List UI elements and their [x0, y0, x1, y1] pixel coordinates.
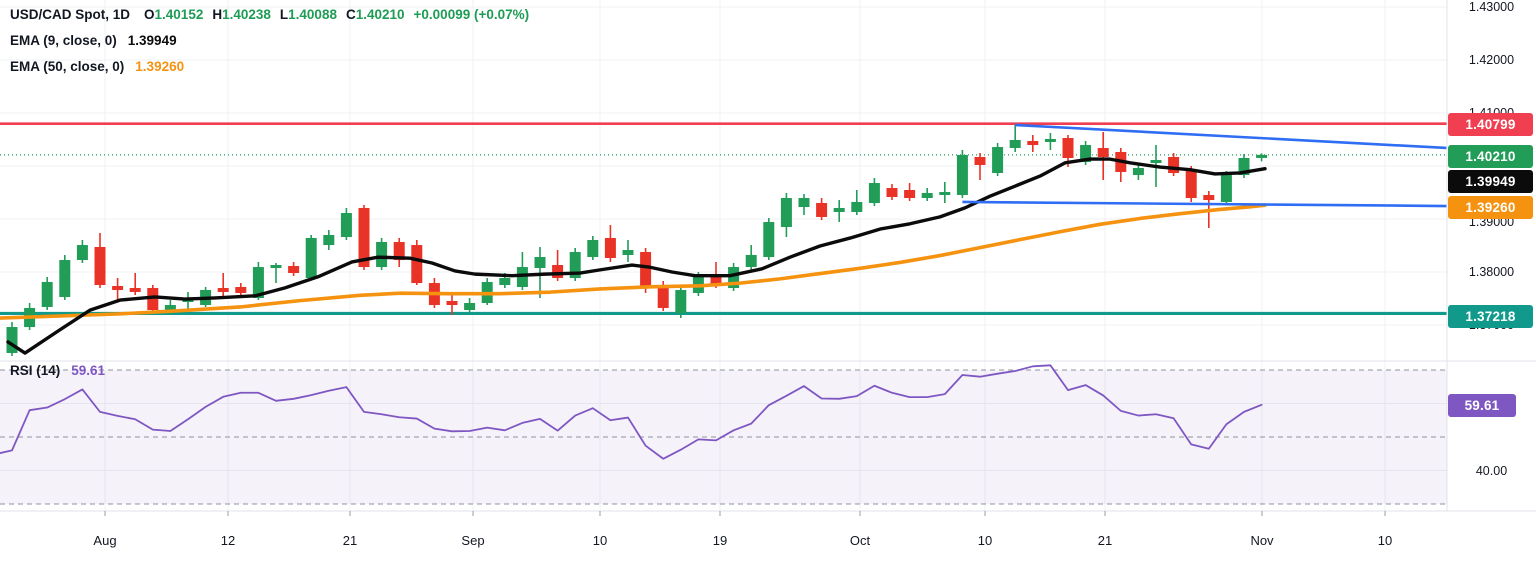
close-label: C: [345, 7, 356, 22]
time-tick-label: Sep: [461, 533, 485, 548]
time-tick-label: 19: [712, 533, 728, 548]
low-value: 1.40088: [288, 7, 337, 22]
symbol-title[interactable]: USD/CAD Spot, 1D: [10, 7, 131, 22]
rsi-value-label[interactable]: 59.61: [1448, 394, 1516, 417]
ema9-label: EMA (9, close, 0): [10, 33, 117, 48]
high-label: H: [212, 7, 223, 22]
ema50-label: EMA (50, close, 0): [10, 59, 125, 74]
rsi-label: RSI (14): [10, 363, 61, 378]
time-tick-label: 10: [592, 533, 608, 548]
ema50-value: 1.39260: [135, 59, 185, 74]
time-tick-label: 10: [1377, 533, 1393, 548]
price-tick-label: 1.42000: [1468, 53, 1515, 67]
time-tick-label: 21: [342, 533, 358, 548]
price-axis[interactable]: 1.430001.420001.410001.390001.380001.370…: [1447, 0, 1536, 511]
support-price-label[interactable]: 1.37218: [1448, 305, 1533, 328]
symbol-legend-row: USD/CAD Spot, 1D O1.40152 H1.40238 L1.40…: [10, 6, 529, 24]
time-tick-label: 10: [977, 533, 993, 548]
time-axis[interactable]: Aug 12 21 Sep 10 19 Oct 10 21 Nov 10: [0, 511, 1536, 564]
rsi-axis-label: 40.00: [1475, 463, 1508, 478]
ema9-price-label[interactable]: 1.39949: [1448, 169, 1533, 193]
close-value: 1.40210: [355, 7, 405, 22]
price-tick-label: 1.43000: [1468, 0, 1515, 14]
time-tick-label: 12: [220, 533, 236, 548]
time-tick-label: Aug: [93, 533, 117, 548]
ema9-value: 1.39949: [127, 33, 177, 48]
ema9-legend-row[interactable]: EMA (9, close, 0) 1.39949: [10, 32, 177, 50]
high-value: 1.40238: [222, 7, 271, 22]
price-tick-label: 1.38000: [1468, 265, 1515, 279]
rsi-value: 59.61: [71, 363, 106, 378]
change-value: +0.00099 (+0.07%): [413, 7, 530, 22]
resistance-price-label[interactable]: 1.40799: [1448, 113, 1533, 136]
ema50-legend-row[interactable]: EMA (50, close, 0) 1.39260: [10, 58, 184, 76]
time-tick-label: 21: [1097, 533, 1113, 548]
time-tick-label: Oct: [849, 533, 871, 548]
rsi-legend-row[interactable]: RSI (14) 59.61: [10, 362, 105, 380]
time-tick-label: Nov: [1250, 533, 1274, 548]
low-label: L: [279, 7, 289, 22]
open-value: 1.40152: [154, 7, 204, 22]
last-price-label[interactable]: 1.40210: [1448, 145, 1533, 168]
ema50-price-label[interactable]: 1.39260: [1448, 196, 1533, 219]
open-label: O: [144, 7, 155, 22]
